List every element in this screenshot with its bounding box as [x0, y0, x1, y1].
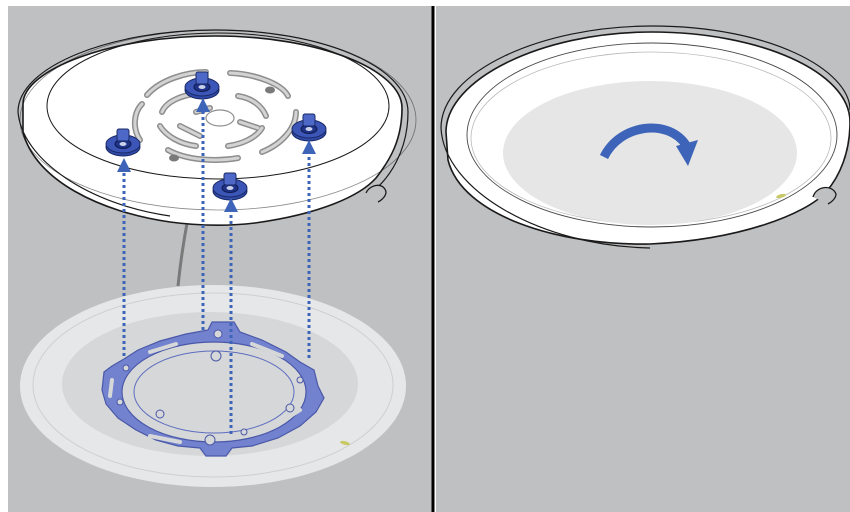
access-point-face — [440, 25, 850, 249]
led-indicator-icon — [776, 193, 786, 199]
mounting-bracket — [101, 321, 325, 457]
rotate-clockwise-arrow-icon — [599, 123, 698, 166]
mounting-plate-disc — [20, 285, 406, 487]
led-indicator-icon — [340, 440, 350, 446]
